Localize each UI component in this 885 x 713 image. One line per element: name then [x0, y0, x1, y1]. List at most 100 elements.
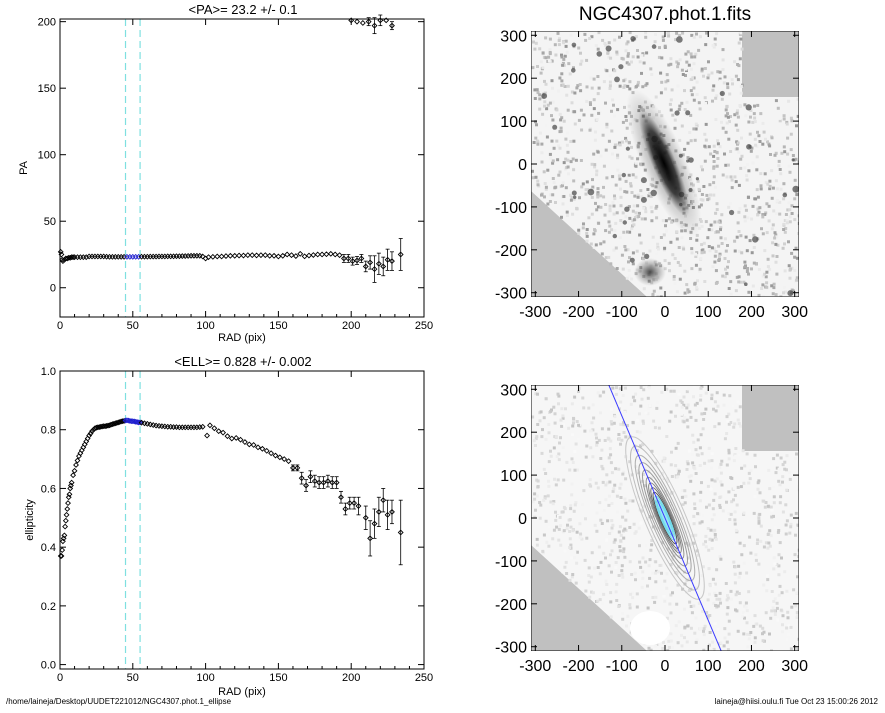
noise-pixel [577, 418, 581, 422]
noise-pixel [714, 211, 718, 215]
noise-pixel [780, 151, 784, 155]
noise-pixel [746, 195, 750, 199]
noise-pixel [744, 235, 748, 239]
noise-pixel [553, 477, 556, 481]
noise-pixel [753, 453, 757, 457]
noise-pixel [651, 292, 655, 296]
noise-pixel [686, 462, 690, 466]
noise-pixel [740, 47, 744, 51]
ell-data-point [371, 520, 378, 527]
noise-pixel [607, 456, 611, 460]
noise-pixel [628, 460, 632, 464]
noise-pixel [556, 144, 560, 148]
noise-pixel [624, 215, 628, 219]
noise-pixel [611, 200, 615, 204]
noise-pixel [762, 499, 766, 503]
noise-pixel [542, 498, 546, 502]
noise-pixel [578, 535, 582, 539]
noise-pixel [639, 444, 643, 448]
noise-pixel [714, 281, 718, 285]
noise-pixel [599, 457, 603, 460]
noise-pixel [585, 228, 589, 231]
noise-pixel [793, 457, 797, 460]
noise-pixel [548, 200, 552, 203]
noise-pixel [751, 161, 755, 165]
image-title: NGC4307.phot.1.fits [579, 4, 751, 25]
noise-pixel [608, 480, 612, 484]
noise-pixel [702, 241, 706, 245]
pa-data-point [365, 18, 372, 25]
noise-pixel [614, 183, 618, 187]
noise-pixel [638, 60, 642, 64]
noise-pixel [677, 392, 681, 396]
noise-pixel [701, 168, 704, 172]
noise-pixel [797, 606, 799, 610]
noise-pixel [683, 582, 687, 586]
noise-pixel [733, 522, 737, 526]
pa-data-point [199, 253, 206, 260]
noise-pixel [789, 116, 793, 120]
noise-pixel [610, 519, 614, 523]
noise-pixel [659, 286, 663, 290]
noise-pixel [743, 204, 747, 208]
noise-pixel [738, 405, 742, 409]
noise-pixel [703, 67, 707, 70]
noise-pixel [584, 219, 588, 223]
noise-pixel [772, 209, 776, 213]
noise-pixel [649, 205, 653, 209]
ell-data-point [87, 430, 94, 437]
model-ytick-label: 300 [500, 382, 527, 399]
noise-pixel [696, 553, 700, 557]
noise-pixel [548, 48, 552, 52]
noise-pixel [761, 295, 765, 297]
noise-pixel [794, 157, 798, 161]
noise-pixel [623, 555, 627, 559]
noise-pixel [623, 527, 627, 531]
noise-pixel [650, 449, 654, 453]
noise-pixel [531, 415, 535, 419]
model-noise [531, 385, 799, 651]
noise-pixel [789, 513, 793, 517]
noise-pixel [585, 85, 589, 89]
pa-plot-frame [59, 18, 425, 318]
noise-pixel [730, 597, 733, 601]
noise-pixel [613, 143, 617, 147]
noise-pixel [616, 168, 620, 172]
noise-pixel [660, 571, 663, 575]
noise-pixel [725, 612, 729, 616]
noise-pixel [779, 456, 783, 460]
noise-pixel [691, 452, 695, 456]
noise-pixel [599, 205, 603, 209]
ell-data-point [375, 508, 382, 515]
noise-pixel [663, 259, 667, 263]
noise-pixel [660, 80, 664, 84]
noise-pixel [685, 460, 689, 464]
noise-pixel [734, 74, 738, 78]
noise-pixel [683, 291, 687, 295]
noise-pixel [641, 576, 645, 580]
noise-pixel [622, 547, 626, 551]
noise-pixel [753, 614, 757, 618]
noise-pixel [738, 57, 742, 61]
noise-pixel [702, 250, 706, 254]
noise-pixel [720, 483, 724, 487]
noise-pixel [690, 611, 694, 615]
noise-pixel [681, 245, 685, 249]
noise-pixel [657, 247, 660, 251]
noise-pixel [723, 636, 727, 640]
noise-pixel [584, 38, 588, 42]
noise-pixel [546, 168, 550, 172]
noise-pixel [598, 598, 602, 602]
noise-pixel [551, 100, 555, 104]
noise-pixel [639, 386, 643, 389]
noise-pixel [612, 212, 616, 216]
noise-pixel [624, 553, 628, 557]
noise-pixel [631, 420, 635, 424]
noise-pixel [614, 467, 618, 471]
noise-pixel [615, 582, 619, 586]
noise-pixel [658, 46, 661, 50]
noise-pixel [637, 526, 641, 530]
noise-pixel [697, 187, 701, 191]
noise-pixel [559, 118, 563, 122]
noise-pixel [753, 120, 757, 124]
